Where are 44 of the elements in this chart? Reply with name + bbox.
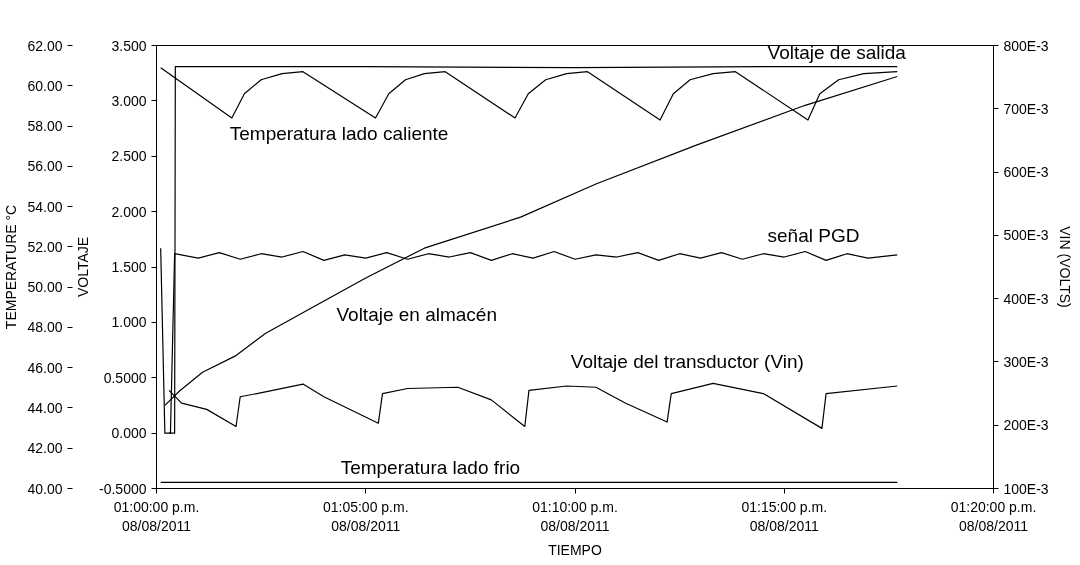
y3-tick-label: 3.000 — [111, 92, 147, 109]
x-tick-label: 01:05:00 p.m. 08/08/2011 — [322, 498, 409, 534]
y2-tick-label: 300E-3 — [1003, 353, 1049, 370]
y3-tick-label: 0.000 — [111, 425, 147, 442]
y2-tick-label: 100E-3 — [1003, 480, 1049, 497]
y3-tick-label: -0.5000 — [99, 480, 147, 497]
y-tick-label: 60.00 — [27, 77, 63, 94]
y3-axis-title: VOLTAJE — [75, 236, 92, 298]
y-tick-label: 50.00 — [27, 279, 63, 296]
y2-axis-title: VIN (VOLTS) — [1056, 226, 1073, 308]
y2-tick-label: 200E-3 — [1003, 417, 1049, 434]
y2-tick-label: 700E-3 — [1003, 100, 1049, 117]
x-tick-label: 01:10:00 p.m. 08/08/2011 — [532, 498, 618, 534]
y-tick-label: 40.00 — [27, 480, 63, 497]
x-axis-title: TIEMPO — [548, 541, 602, 558]
y-tick-label: 52.00 — [27, 238, 63, 255]
y3-tick-label: 0.5000 — [103, 369, 147, 386]
y3-tick-label: 2.500 — [111, 148, 147, 165]
y2-tick-label: 600E-3 — [1003, 164, 1049, 181]
y3-tick-label: 3.500 — [111, 37, 147, 54]
x-tick-label: 01:20:00 p.m. 08/08/2011 — [950, 498, 1037, 534]
series-label: señal PGD — [767, 225, 860, 247]
y2-tick-label: 500E-3 — [1003, 227, 1049, 244]
series-label: Temperatura lado caliente — [229, 122, 449, 144]
y3-tick-label: 2.000 — [111, 203, 147, 220]
y-tick-label: 58.00 — [27, 118, 63, 135]
y-tick-label: 46.00 — [27, 359, 63, 376]
y-axis-title: TEMPERATURE °C — [3, 204, 20, 330]
y3-tick-label: 1.500 — [111, 259, 147, 275]
series-label: Voltaje de salida — [767, 41, 907, 63]
series-label: Voltaje del transductor (Vin) — [570, 351, 804, 373]
x-tick-label: 01:15:00 p.m. 08/08/2011 — [741, 498, 828, 534]
y-tick-label: 56.00 — [27, 158, 63, 175]
y2-tick-label: 400E-3 — [1003, 290, 1049, 307]
y-tick-label: 44.00 — [27, 399, 63, 416]
y2-tick-label: 800E-3 — [1003, 37, 1049, 54]
series-label: Voltaje en almacén — [336, 304, 498, 326]
x-tick-label: 01:00:00 p.m. 08/08/2011 — [113, 498, 200, 534]
y-tick-label: 62.00 — [27, 37, 63, 54]
y-tick-label: 42.00 — [27, 440, 63, 457]
y3-tick-label: 1.000 — [111, 314, 147, 331]
series-label: Temperatura lado frio — [340, 457, 521, 479]
y-tick-label: 48.00 — [27, 319, 63, 336]
y-tick-label: 54.00 — [27, 198, 63, 215]
